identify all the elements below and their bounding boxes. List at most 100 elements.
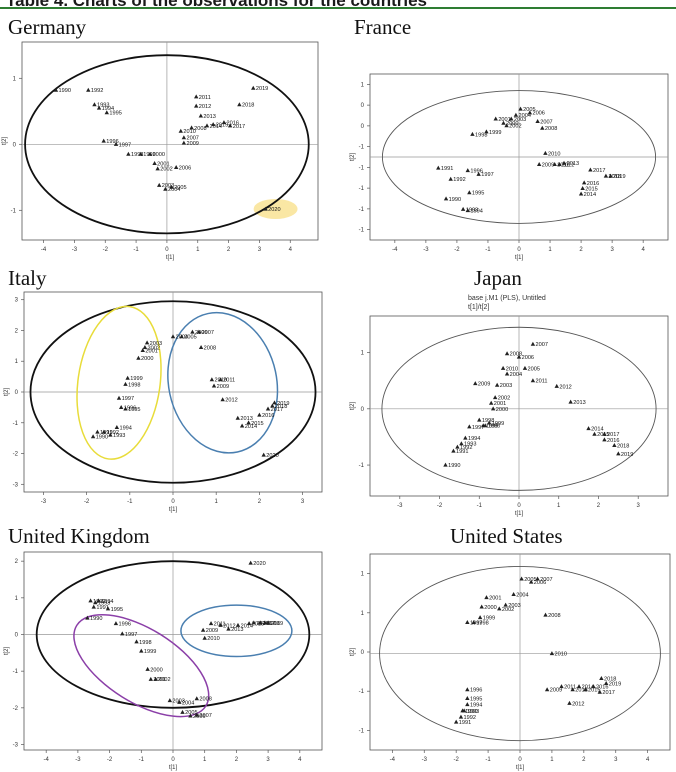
- y-tick-label: 3: [15, 298, 19, 304]
- point-marker: [262, 620, 268, 625]
- y-tick-label: -2: [13, 706, 19, 712]
- point-marker: [123, 406, 128, 411]
- point-label: 2003: [514, 117, 526, 123]
- point-marker: [218, 622, 223, 627]
- point-marker: [178, 128, 183, 133]
- point-marker: [200, 627, 206, 632]
- point-label: 2003: [162, 183, 174, 189]
- point-label: 1996: [106, 139, 118, 145]
- chart-title: Japan: [474, 266, 522, 290]
- point-label: 2006: [522, 355, 534, 361]
- point-label: 2001: [498, 117, 510, 123]
- point-label: 2014: [245, 424, 257, 430]
- point-label: 2019: [621, 452, 633, 458]
- y-axis-label: t[2]: [4, 388, 10, 397]
- point-marker: [208, 621, 214, 626]
- point-marker: [125, 375, 130, 380]
- point-marker: [181, 135, 187, 140]
- point-marker: [603, 681, 609, 686]
- point-label: 1999: [130, 376, 142, 382]
- point-label: 2010: [506, 366, 518, 372]
- point-marker: [53, 87, 59, 92]
- point-marker: [248, 560, 253, 565]
- point-label: 2018: [609, 174, 621, 180]
- y-axis-label: t[2]: [2, 137, 8, 146]
- point-marker: [251, 620, 257, 625]
- point-label: 1996: [470, 688, 482, 694]
- uk-panel: United Kingdom -4 -3 -2 -1 0 1 2 3 4 2 1 0 -1 -2 -3 t[1…: [0, 520, 338, 772]
- point-marker: [148, 676, 154, 681]
- y-tick-label: -1: [359, 689, 365, 695]
- point-marker: [500, 365, 506, 370]
- point-label: 2012: [223, 623, 235, 629]
- x-tick-label: -2: [454, 247, 460, 253]
- point-marker: [597, 689, 602, 694]
- point-label: 2006: [193, 714, 205, 720]
- point-label: 2002: [158, 677, 170, 683]
- y-axis-label: t[2]: [4, 647, 10, 656]
- point-label: 2000: [150, 667, 162, 673]
- point-marker: [570, 687, 575, 692]
- x-tick-label: 1: [215, 499, 219, 505]
- point-marker: [263, 206, 268, 211]
- point-label: 2000: [141, 356, 153, 362]
- point-marker: [145, 666, 150, 671]
- point-marker: [536, 161, 542, 166]
- point-marker: [540, 125, 545, 130]
- point-label: 2016: [596, 685, 608, 691]
- point-label: 2002: [502, 607, 514, 613]
- japan-panel: Japan base j.M1 (PLS), Untitled t[1]/t[2…: [338, 264, 676, 520]
- point-label: 2011: [214, 622, 226, 628]
- point-label: 2007: [536, 342, 548, 348]
- germany-panel: Germany -4 -3 -2 -1 0 1 2 3 4 1 0 -1 t[1] t[2] 1990 199…: [0, 16, 338, 264]
- point-label: 2005: [174, 185, 186, 191]
- point-marker: [180, 709, 185, 714]
- point-label: 1992: [464, 715, 476, 721]
- point-label: 2009: [478, 382, 490, 388]
- point-label: 2010: [207, 636, 219, 642]
- x-tick-label: 3: [610, 247, 614, 253]
- point-label: 1998: [476, 620, 488, 626]
- point-label: 1996: [124, 405, 136, 411]
- point-label: 2018: [617, 443, 629, 449]
- y-tick-label: -1: [359, 728, 365, 734]
- x-tick-label: -3: [41, 499, 47, 505]
- point-marker: [104, 110, 109, 115]
- point-label: 1998: [128, 382, 140, 388]
- point-marker: [511, 592, 516, 597]
- point-marker: [490, 406, 496, 411]
- point-label: 2007: [540, 577, 552, 583]
- point-marker: [463, 435, 468, 440]
- point-marker: [576, 684, 582, 689]
- point-label: 2004: [510, 372, 522, 378]
- y-tick-label: 1: [361, 611, 365, 617]
- point-marker: [181, 140, 187, 145]
- chart-title: United Kingdom: [8, 524, 150, 548]
- point-label: 1992: [91, 88, 103, 94]
- point-marker: [157, 182, 162, 187]
- y-tick-label: -1: [359, 145, 365, 151]
- point-marker: [265, 406, 271, 411]
- point-label: 2004: [516, 592, 528, 598]
- point-marker: [612, 442, 617, 447]
- point-marker: [465, 620, 470, 625]
- y-tick-label: 0: [13, 142, 17, 148]
- y-tick-label: 1: [13, 76, 17, 82]
- x-tick-label: 1: [557, 503, 561, 509]
- point-label: 1994: [470, 208, 482, 214]
- point-label: 2014: [210, 124, 222, 130]
- x-tick-label: -1: [133, 247, 139, 253]
- point-label: 1990: [59, 88, 71, 94]
- point-label: 1992: [460, 445, 472, 451]
- point-label: 2016: [256, 621, 268, 627]
- point-marker: [237, 102, 242, 107]
- point-label: 1996: [470, 169, 482, 175]
- point-marker: [88, 598, 93, 603]
- point-marker: [91, 604, 96, 609]
- point-marker: [544, 687, 550, 692]
- point-label: 2001: [153, 677, 165, 683]
- x-tick-label: 0: [171, 499, 175, 505]
- point-label: 1993: [466, 207, 478, 213]
- point-marker: [561, 160, 567, 165]
- point-marker: [586, 426, 591, 431]
